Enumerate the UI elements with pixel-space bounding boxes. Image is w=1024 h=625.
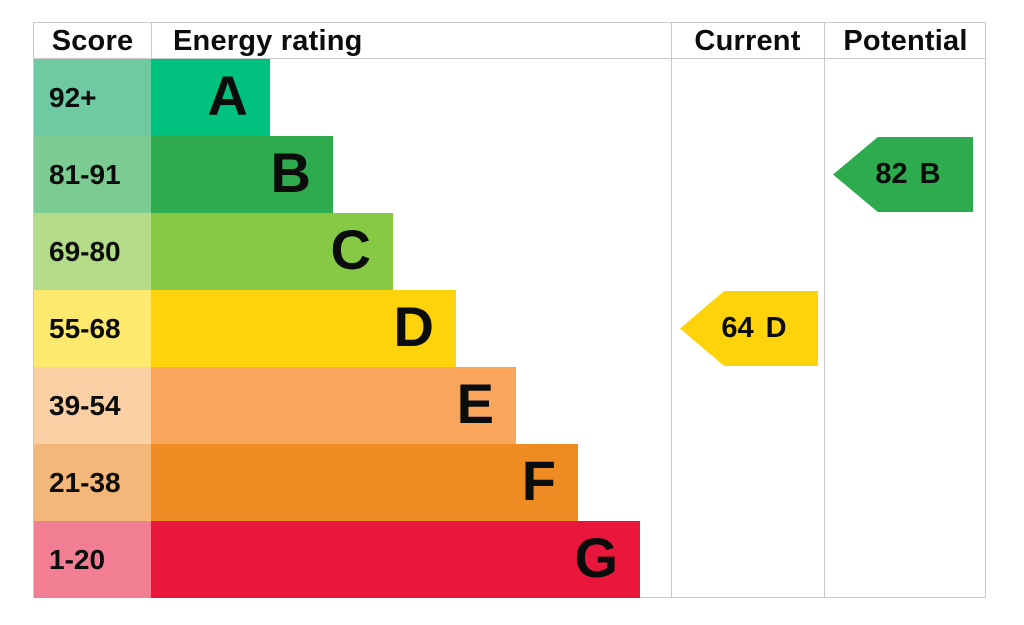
- band-bar-c: C: [151, 213, 393, 290]
- band-row-b: 81-91 B: [34, 136, 671, 213]
- current-column-divider-line: [671, 23, 672, 597]
- current-rating-arrow: 64 D: [680, 291, 818, 366]
- band-bar-d: D: [151, 290, 456, 367]
- band-letter: A: [207, 63, 248, 127]
- potential-rating-letter: B: [919, 158, 941, 190]
- band-bar-b: B: [151, 136, 333, 213]
- band-score-range: 21-38: [34, 444, 151, 521]
- band-letter: C: [330, 217, 371, 281]
- band-row-c: 69-80 C: [34, 213, 671, 290]
- potential-column-header: Potential: [843, 24, 968, 57]
- band-letter: B: [270, 140, 311, 204]
- band-rows: 92+ A 81-91 B 69-80 C 55-68 D 39-54 E 21…: [34, 59, 671, 598]
- band-row-a: 92+ A: [34, 59, 671, 136]
- epc-rating-chart: Score Energy rating Current Potential 92…: [33, 22, 986, 598]
- band-bar-a: A: [151, 59, 270, 136]
- chart-header-row: Score Energy rating Current Potential: [34, 23, 985, 59]
- band-score-range: 55-68: [34, 290, 151, 367]
- potential-column-divider-line: [824, 23, 825, 597]
- band-bar-f: F: [151, 444, 578, 521]
- band-score-range: 69-80: [34, 213, 151, 290]
- band-letter: E: [456, 371, 494, 435]
- band-letter: G: [574, 525, 618, 589]
- band-score-range: 39-54: [34, 367, 151, 444]
- current-rating-letter: D: [765, 312, 787, 344]
- current-column-header: Current: [694, 24, 801, 57]
- band-row-g: 1-20 G: [34, 521, 671, 598]
- band-bar-g: G: [151, 521, 640, 598]
- score-column-header: Score: [51, 24, 134, 57]
- band-row-e: 39-54 E: [34, 367, 671, 444]
- band-score-range: 92+: [34, 59, 151, 136]
- energy-rating-column-header: Energy rating: [173, 24, 363, 57]
- band-row-f: 21-38 F: [34, 444, 671, 521]
- potential-rating-value: 82: [875, 158, 908, 190]
- band-row-d: 55-68 D: [34, 290, 671, 367]
- band-score-range: 81-91: [34, 136, 151, 213]
- score-rating-divider-line: [151, 23, 152, 59]
- band-letter: F: [521, 448, 556, 512]
- potential-rating-arrow: 82 B: [833, 137, 973, 212]
- band-score-range: 1-20: [34, 521, 151, 598]
- current-rating-value: 64: [721, 312, 754, 344]
- band-bar-e: E: [151, 367, 516, 444]
- band-letter: D: [393, 294, 434, 358]
